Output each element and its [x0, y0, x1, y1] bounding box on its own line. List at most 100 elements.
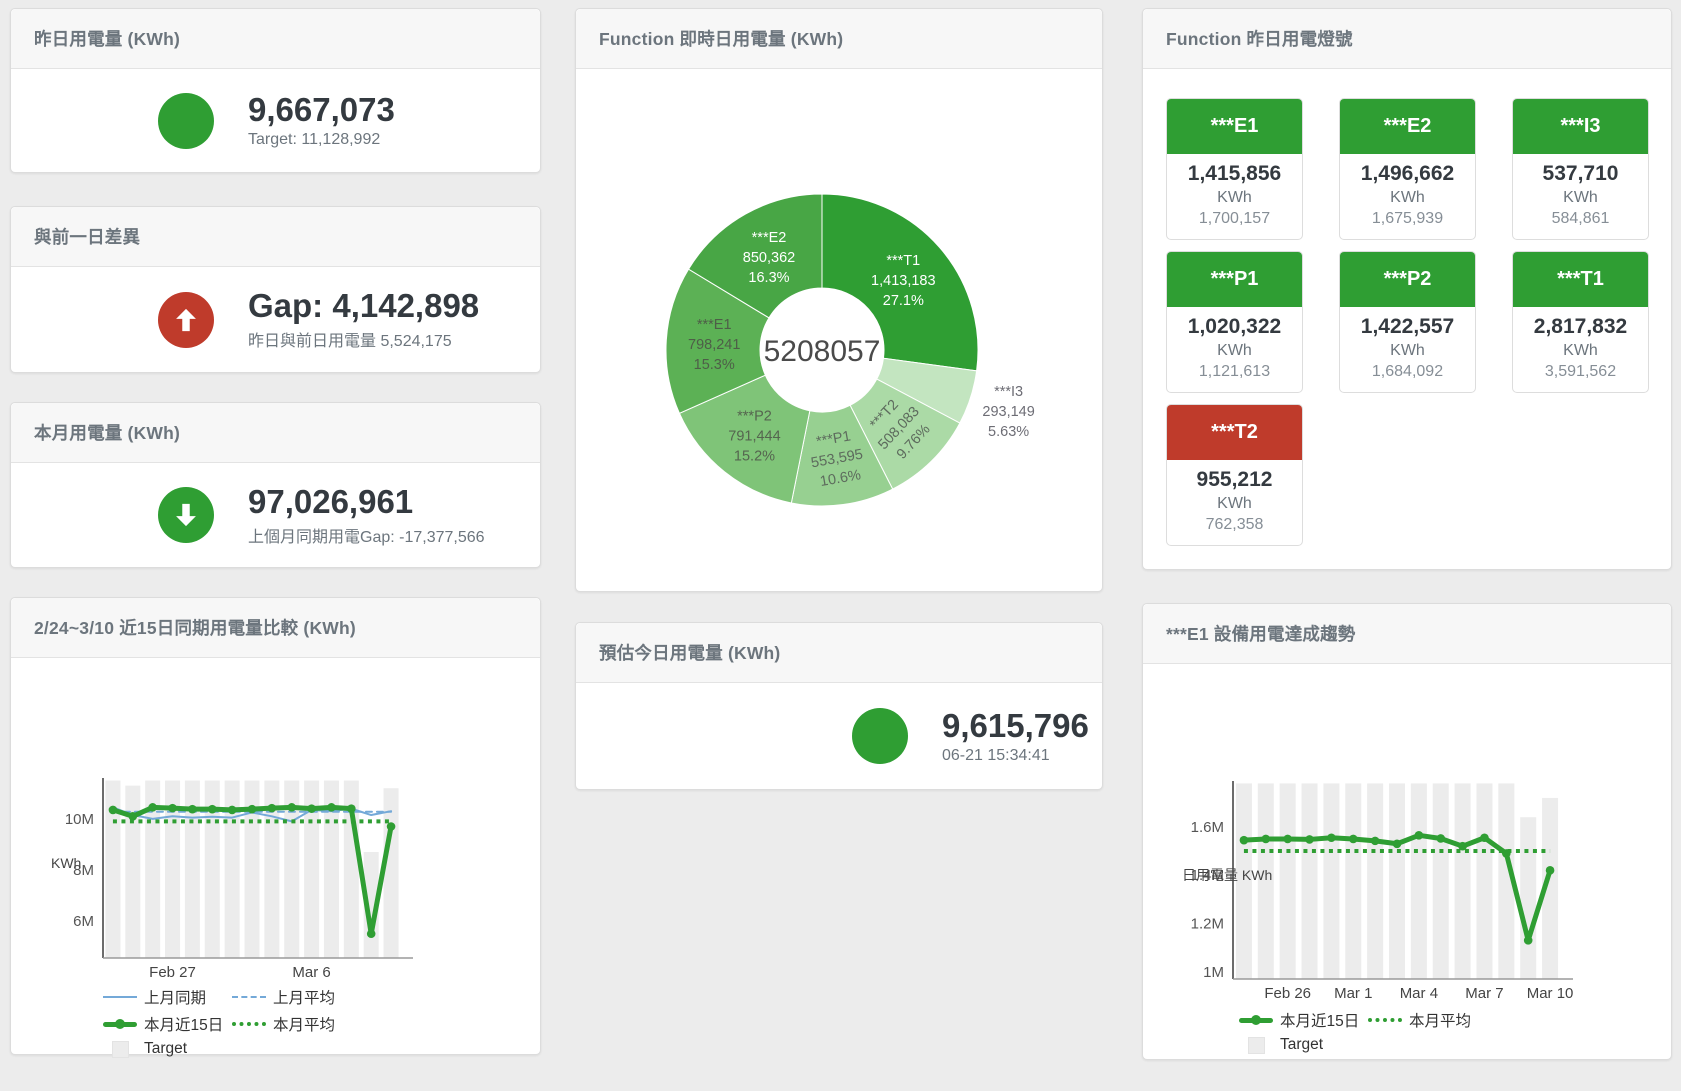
light-board-tile[interactable]: ***P2 1,422,557 KWh 1,684,092	[1339, 251, 1476, 393]
legend-label: Target	[144, 1040, 188, 1057]
legend-label: 本月平均	[273, 1017, 336, 1034]
tile-label: ***P2	[1383, 268, 1432, 290]
card-title: 預估今日用電量 (KWh)	[599, 643, 781, 663]
card-title: 2/24~3/10 近15日同期用電量比較 (KWh)	[34, 618, 356, 638]
kpi-value: 97,026,961	[248, 482, 414, 520]
legend-item-this-month-average[interactable]: 本月平均	[1368, 1009, 1497, 1031]
light-board-tile[interactable]: ***P1 1,020,322 KWh 1,121,613	[1166, 251, 1303, 393]
card-header: 預估今日用電量 (KWh)	[576, 623, 1102, 683]
card-title: 本月用電量 (KWh)	[34, 423, 181, 443]
tile-label: ***E2	[1383, 115, 1432, 137]
card-yesterday-usage: 昨日用電量 (KWh) 9,667,073 Target: 11,128,992	[10, 8, 541, 173]
tile-unit: KWh	[1563, 189, 1598, 206]
tile-target: 1,700,157	[1198, 210, 1271, 227]
kpi-value: 9,667,073	[248, 91, 395, 128]
light-board-tile[interactable]: ***T2 955,212 KWh 762,358	[1166, 404, 1303, 546]
tile-body: 1,422,557 KWh 1,684,092	[1340, 307, 1475, 392]
realtime-donut-chart[interactable]: ***T1 1,413,183 27.1%***I3 293,149 5.63%***T…	[576, 69, 1104, 593]
blue-dash-swatch	[232, 996, 266, 998]
legend-label: 上月平均	[273, 990, 336, 1007]
svg-text:日用電量 KWh: 日用電量 KWh	[1182, 867, 1272, 883]
svg-text:1.4M: 1.4M	[1191, 867, 1224, 884]
card-e1-trend-chart: ***E1 設備用電達成趨勢 1M 1.2M 1.4M 1.6M Feb 26 Mar 1…	[1142, 603, 1672, 1060]
light-board-tile[interactable]: ***T1 2,817,832 KWh 3,591,562	[1512, 251, 1649, 393]
tile-label: ***E1	[1210, 115, 1259, 137]
tile-body: 2,817,832 KWh 3,591,562	[1513, 307, 1648, 392]
legend-item-last-month-period[interactable]: 上月同期	[103, 986, 232, 1008]
tile-unit: KWh	[1217, 189, 1252, 206]
kpi-body: 97,026,961 上個月同期用電Gap: -17,377,566	[11, 463, 540, 567]
legend-label: Target	[1280, 1036, 1324, 1053]
svg-text:Feb 26: Feb 26	[1264, 985, 1311, 1002]
tile-unit: KWh	[1563, 342, 1598, 359]
kpi-text: 97,026,961 上個月同期用電Gap: -17,377,566	[248, 482, 485, 547]
tile-header: ***E1	[1167, 99, 1302, 154]
svg-text:1.6M: 1.6M	[1191, 819, 1224, 836]
svg-text:Mar 1: Mar 1	[1334, 985, 1372, 1002]
green-dot-swatch	[1368, 1018, 1402, 1022]
card-header: 本月用電量 (KWh)	[11, 403, 540, 463]
card-header: Function 昨日用電燈號	[1143, 9, 1671, 69]
status-circle-green	[158, 92, 214, 149]
svg-text:Mar 7: Mar 7	[1465, 985, 1503, 1002]
tile-value: 1,496,662	[1360, 162, 1455, 185]
card-header: ***E1 設備用電達成趨勢	[1143, 604, 1671, 664]
tile-value: 2,817,832	[1533, 315, 1628, 338]
tile-body: 1,020,322 KWh 1,121,613	[1167, 307, 1302, 392]
legend-label: 本月平均	[1409, 1013, 1472, 1030]
green-line-swatch	[103, 1021, 137, 1027]
kpi-body: 9,667,073 Target: 11,128,992	[11, 69, 540, 172]
kpi-text: Gap: 4,142,898 昨日與前日用電量 5,524,175	[248, 288, 479, 351]
light-board-tile[interactable]: ***E2 1,496,662 KWh 1,675,939	[1339, 98, 1476, 240]
e1-trend-line-chart[interactable]: 1M 1.2M 1.4M 1.6M Feb 26 Mar 1 Mar 4 Mar 7 Mar 1…	[1143, 664, 1673, 1059]
comparison-legend: 上月同期 上月平均 本月近15日 本月平均	[103, 986, 361, 1063]
tile-target: 1,121,613	[1198, 363, 1271, 380]
tile-unit: KWh	[1390, 189, 1425, 206]
tile-header: ***T1	[1513, 252, 1648, 307]
legend-item-last-month-average[interactable]: 上月平均	[232, 986, 361, 1008]
card-comparison-chart: 2/24~3/10 近15日同期用電量比較 (KWh) 6M 8M 10M Feb 2…	[10, 597, 542, 1058]
comparison-line-chart[interactable]: 6M 8M 10M Feb 27 Mar 6 KWh	[11, 658, 542, 1056]
tile-header: ***E2	[1340, 99, 1475, 154]
donut-body: ***T1 1,413,183 27.1% ***I3 293,149 5.63% ***T…	[576, 69, 1102, 593]
tile-value: 1,415,856	[1187, 162, 1282, 185]
card-header: 與前一日差異	[11, 207, 540, 267]
tile-value: 1,020,322	[1187, 315, 1282, 338]
legend-item-target[interactable]: Target	[103, 1040, 232, 1058]
card-header: 2/24~3/10 近15日同期用電量比較 (KWh)	[11, 598, 540, 658]
tile-value: 1,422,557	[1360, 315, 1455, 338]
light-board-tile[interactable]: ***E1 1,415,856 KWh 1,700,157	[1166, 98, 1303, 240]
tile-unit: KWh	[1217, 495, 1252, 512]
comparison-chart-body: 6M 8M 10M Feb 27 Mar 6 KWh 上月同期 上月平均 本月近1	[11, 658, 542, 1058]
tile-unit: KWh	[1390, 342, 1425, 359]
card-realtime-donut: Function 即時日用電量 (KWh) ***T1 1,413,183 27.1…	[575, 8, 1103, 592]
legend-item-this-month-15d[interactable]: 本月近15日	[103, 1013, 232, 1035]
svg-text:8M: 8M	[73, 862, 94, 879]
kpi-target: Target: 11,128,992	[248, 131, 381, 148]
status-circle-green	[158, 487, 214, 543]
legend-label: 上月同期	[144, 990, 207, 1007]
legend-item-target[interactable]: Target	[1239, 1036, 1368, 1054]
legend-item-this-month-average[interactable]: 本月平均	[232, 1013, 361, 1035]
kpi-text: 9,615,796 06-21 15:34:41	[942, 707, 1089, 765]
legend-label: 本月近15日	[144, 1017, 224, 1034]
green-line-swatch	[1239, 1017, 1273, 1023]
legend-item-this-month-15d[interactable]: 本月近15日	[1239, 1009, 1368, 1031]
page-title: 昨日用電量 (KWh)	[34, 29, 181, 49]
light-board-tile[interactable]: ***I3 537,710 KWh 584,861	[1512, 98, 1649, 240]
tile-body: 1,496,662 KWh 1,675,939	[1340, 154, 1475, 239]
card-title: Function 即時日用電量 (KWh)	[599, 29, 844, 49]
card-header: Function 即時日用電量 (KWh)	[576, 9, 1102, 69]
tile-header: ***P2	[1340, 252, 1475, 307]
kpi-subtitle: 昨日與前日用電量 5,524,175	[248, 333, 452, 350]
svg-text:Mar 6: Mar 6	[292, 964, 330, 981]
svg-text:Feb 27: Feb 27	[149, 964, 196, 981]
kpi-body: Gap: 4,142,898 昨日與前日用電量 5,524,175	[11, 267, 540, 372]
tile-label: ***I3	[1560, 115, 1601, 137]
card-title: Function 昨日用電燈號	[1166, 29, 1353, 49]
arrow-up-icon	[176, 308, 196, 331]
tile-target: 1,684,092	[1371, 363, 1444, 380]
